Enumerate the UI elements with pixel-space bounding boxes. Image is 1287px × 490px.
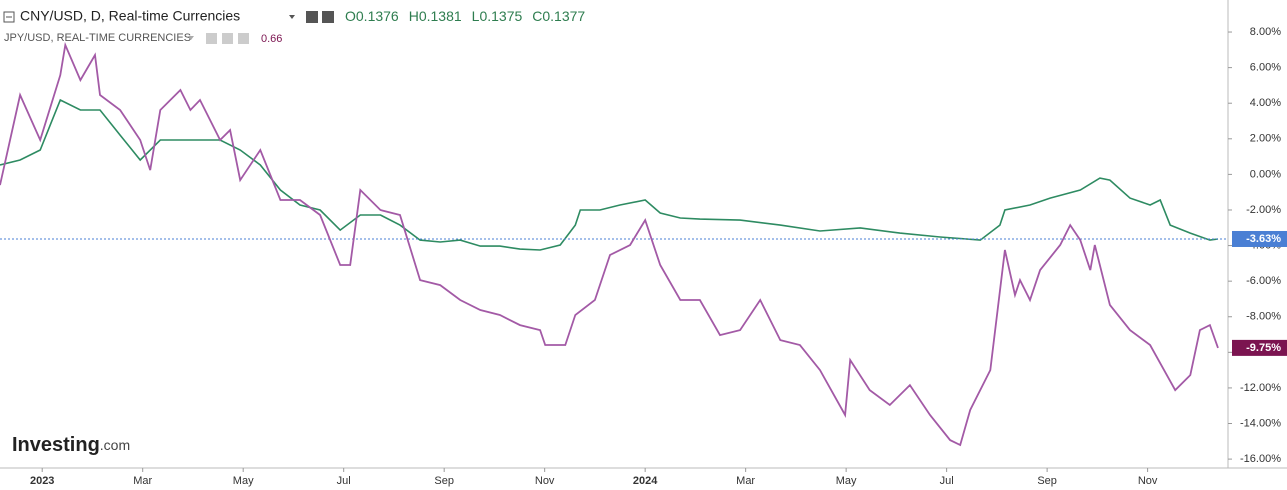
y-tick-label: -2.00% [1246, 204, 1281, 216]
x-tick-label: Sep [434, 475, 454, 487]
collapse-icon[interactable] [3, 11, 15, 23]
x-tick-label: Mar [133, 475, 152, 487]
logo-brand: Investing [12, 434, 100, 456]
y-tick-label: 4.00% [1250, 97, 1281, 109]
ohlc-values: O0.1376 H0.1381 L0.1375 C0.1377 [345, 8, 585, 24]
chart-title: CNY/USD, D, Real-time Currencies [20, 8, 240, 24]
logo: Investing.com [12, 434, 130, 456]
y-tick-label: 0.00% [1250, 168, 1281, 180]
y-tick-label: 6.00% [1250, 62, 1281, 74]
ohlc-value: O0.1376 [345, 8, 399, 24]
ohlc-value: H0.1381 [409, 8, 462, 24]
compare-label: JPY/USD, REAL-TIME CURRENCIES [4, 32, 191, 44]
y-tick-label: 8.00% [1250, 26, 1281, 38]
settings-icon[interactable] [222, 33, 233, 44]
ohlc-value: L0.1375 [472, 8, 523, 24]
price-badge [1232, 339, 1287, 356]
x-tick-label: Sep [1037, 475, 1057, 487]
y-tick-label: -12.00% [1240, 382, 1281, 394]
y-tick-label: -8.00% [1246, 311, 1281, 323]
price-badge [1232, 230, 1287, 247]
visibility-icon[interactable] [206, 33, 217, 44]
x-tick-label: Mar [736, 475, 755, 487]
x-tick-label: May [233, 475, 254, 487]
logo-suffix: .com [100, 437, 130, 453]
series-line [0, 41, 1219, 447]
settings-icon[interactable] [322, 11, 334, 23]
x-tick-label: 2023 [30, 475, 54, 487]
x-tick-label: Nov [535, 475, 555, 487]
x-tick-label: Jul [940, 475, 954, 487]
y-tick-label: -16.00% [1240, 453, 1281, 465]
y-tick-label: -14.00% [1240, 417, 1281, 429]
dropdown-icon[interactable] [289, 15, 295, 19]
dropdown-icon[interactable] [188, 36, 194, 40]
x-tick-label: 2024 [633, 475, 658, 487]
x-tick-label: Nov [1138, 475, 1158, 487]
remove-icon[interactable] [238, 33, 249, 44]
ohlc-value: C0.1377 [532, 8, 585, 24]
price-badge-label: -3.63% [1246, 233, 1281, 245]
y-tick-label: 2.00% [1250, 133, 1281, 145]
compare-value: 0.66 [261, 33, 282, 45]
visibility-icon[interactable] [306, 11, 318, 23]
series-line [0, 98, 1219, 251]
x-tick-label: May [836, 475, 857, 487]
y-tick-label: -6.00% [1246, 275, 1281, 287]
x-tick-label: Jul [337, 475, 351, 487]
price-badge-label: -9.75% [1246, 342, 1281, 354]
